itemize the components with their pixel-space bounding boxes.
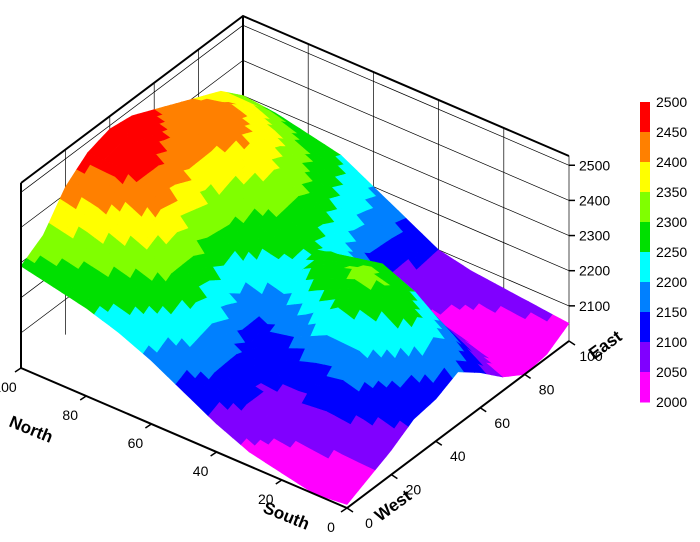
west-east-tick-label: 60 xyxy=(494,415,510,431)
colorbar-label: 2150 xyxy=(656,304,687,320)
colorbar-label: 2350 xyxy=(656,184,687,200)
colorbar-label: 2200 xyxy=(656,274,687,290)
west-east-tick xyxy=(346,507,354,513)
colorbar-band xyxy=(640,162,650,193)
south-axis-label: South xyxy=(261,498,313,534)
north-south-tick xyxy=(210,451,218,457)
west-east-tick-label: 80 xyxy=(539,381,555,397)
colorbar-band xyxy=(640,342,650,373)
north-south-tick-label: 100 xyxy=(0,379,17,395)
north-south-tick-label: 40 xyxy=(193,463,209,479)
colorbar-band xyxy=(640,102,650,133)
surface-cell xyxy=(338,494,354,505)
north-south-tick-label: 0 xyxy=(327,519,335,535)
colorbar-label: 2400 xyxy=(656,154,687,170)
west-east-tick xyxy=(435,440,443,446)
colorbar-band xyxy=(640,192,650,223)
north-south-tick-label: 20 xyxy=(258,491,274,507)
box-floor-edge xyxy=(20,183,570,510)
z-tick-label: 2100 xyxy=(579,298,610,314)
north-south-tick xyxy=(79,395,87,401)
colorbar-label: 2250 xyxy=(656,244,687,260)
colorbar-band xyxy=(640,132,650,163)
colorbar-band xyxy=(640,372,650,403)
colorbar-band xyxy=(640,312,650,343)
west-east-tick xyxy=(524,373,532,380)
north-south-tick xyxy=(14,367,22,373)
colorbar-label: 2300 xyxy=(656,214,687,230)
west-east-tick-label: 0 xyxy=(365,515,373,531)
west-east-tick xyxy=(390,473,398,480)
north-south-tick xyxy=(275,479,283,485)
colorbar-band xyxy=(640,282,650,313)
z-tick-label: 2300 xyxy=(579,228,610,244)
north-south-tick xyxy=(340,507,348,513)
west-east-tick-label: 40 xyxy=(450,448,466,464)
west-east-tick xyxy=(568,340,576,346)
colorbar-label: 2500 xyxy=(656,94,687,110)
east-axis-label: East xyxy=(585,327,625,364)
colorbar-legend: 2500 2450 2400 2350 2300 2250 2200 2150 2100 2050… xyxy=(640,94,687,410)
north-south-tick-label: 60 xyxy=(128,435,144,451)
colorbar-label: 2450 xyxy=(656,124,687,140)
colorbar-label: 2050 xyxy=(656,364,687,380)
colorbar-band xyxy=(640,252,650,283)
z-tick-label: 2500 xyxy=(579,157,610,173)
colorbar-band xyxy=(640,222,650,253)
north-axis-label: North xyxy=(7,412,56,447)
north-south-tick xyxy=(144,423,152,429)
west-east-tick-label: 20 xyxy=(406,482,422,498)
elevation-surface xyxy=(20,90,570,505)
z-tick-label: 2200 xyxy=(579,263,610,279)
west-east-tick-label: 100 xyxy=(579,348,603,364)
colorbar-label: 2000 xyxy=(656,394,687,410)
west-east-tick xyxy=(479,407,487,413)
axis-front-edges xyxy=(20,183,570,510)
colorbar-label: 2100 xyxy=(656,334,687,350)
axis-ticks: 0 20 40 60 80 100 0 20 40 60 80 100 2100 2200 2300 2400… xyxy=(0,157,610,535)
z-tick-label: 2400 xyxy=(579,192,610,208)
north-south-tick-label: 80 xyxy=(62,407,78,423)
